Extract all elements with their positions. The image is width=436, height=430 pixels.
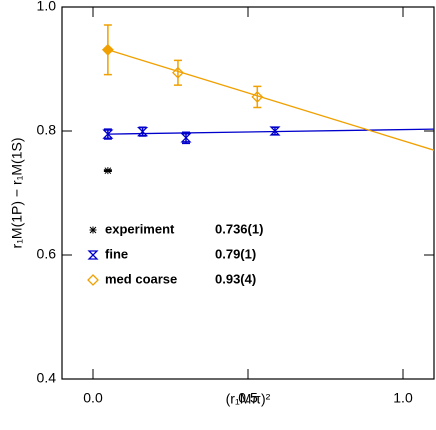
- x-tick-label: 0.5: [238, 390, 258, 406]
- legend-value: 0.93(4): [215, 271, 256, 286]
- x-tick-label: 0.0: [83, 390, 103, 406]
- y-tick-label: 1.0: [37, 0, 57, 14]
- marker: [137, 126, 149, 137]
- marker: [172, 66, 184, 79]
- marker: [180, 133, 192, 143]
- legend-value: 0.79(1): [215, 246, 256, 261]
- y-tick-label: 0.8: [37, 122, 57, 138]
- error-bar: [253, 85, 262, 109]
- marker: [251, 90, 264, 103]
- marker: [89, 226, 97, 234]
- y-axis-label: r₁M(1P) − r₁M(1S): [9, 138, 25, 249]
- fit-line: [107, 49, 434, 151]
- marker: [102, 129, 114, 139]
- x-axis-label: (r₁Mπ)²: [226, 391, 271, 407]
- y-tick-label: 0.6: [37, 246, 57, 262]
- fit-line: [107, 128, 434, 135]
- error-bar: [173, 59, 182, 86]
- y-tick-label: 0.4: [37, 370, 57, 386]
- marker: [87, 274, 99, 286]
- legend-value: 0.736(1): [215, 221, 263, 236]
- plot-frame: [61, 6, 435, 380]
- marker: [101, 43, 114, 56]
- legend-label: fine: [105, 246, 128, 261]
- marker: [104, 167, 112, 175]
- legend-label: experiment: [105, 221, 175, 236]
- marker: [269, 126, 281, 136]
- legend-label: med coarse: [105, 271, 177, 286]
- marker: [87, 250, 99, 260]
- x-tick-label: 1.0: [393, 390, 413, 406]
